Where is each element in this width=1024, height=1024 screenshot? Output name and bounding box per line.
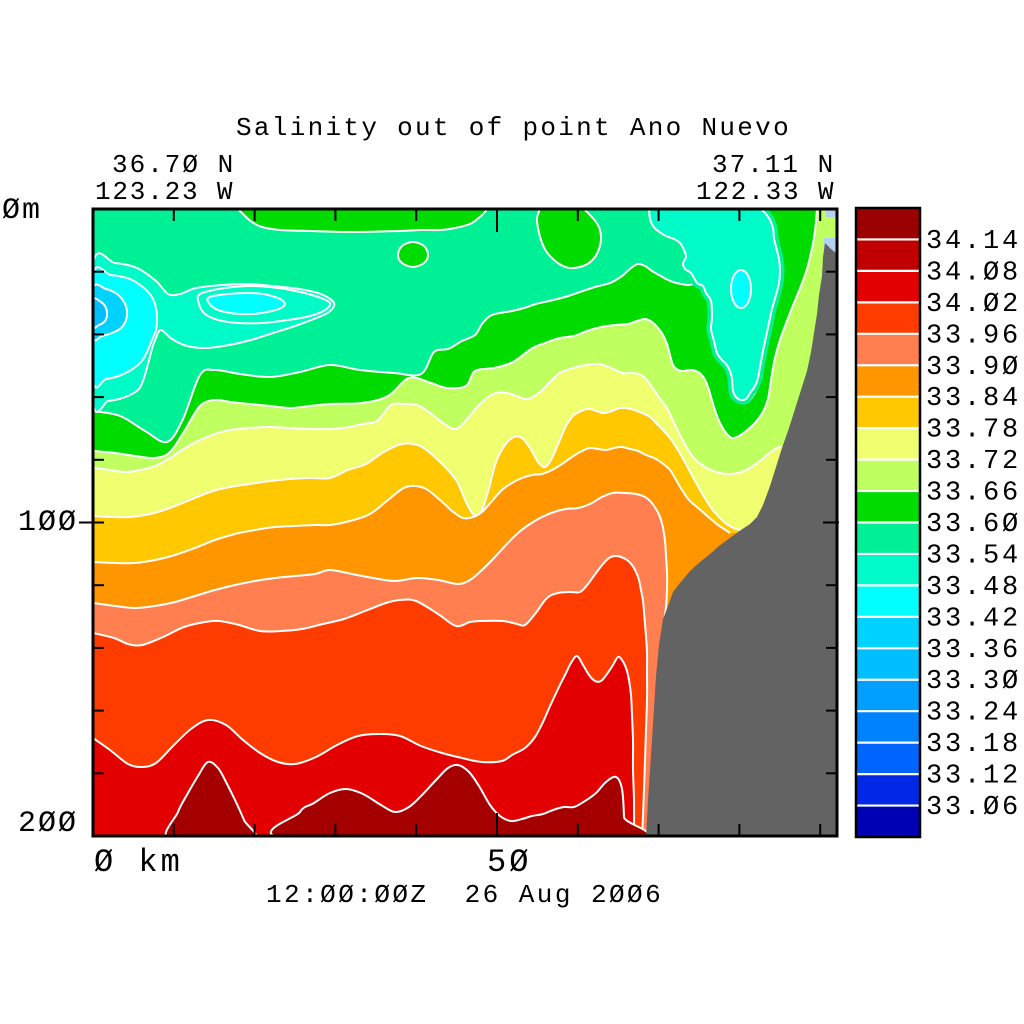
svg-text:1ØØ: 1ØØ [18,506,78,540]
svg-text:Ø km: Ø km [94,844,183,881]
svg-text:36.7Ø N: 36.7Ø N [112,150,235,180]
svg-text:37.11 N: 37.11 N [712,150,835,180]
svg-text:2ØØ: 2ØØ [18,807,78,841]
svg-text:33.96: 33.96 [926,321,1021,351]
svg-text:Salinity out of point Ano Nuev: Salinity out of point Ano Nuevo [236,113,791,143]
svg-text:5Ø: 5Ø [487,844,531,881]
svg-text:33.24: 33.24 [926,699,1021,729]
svg-text:34.Ø2: 34.Ø2 [926,290,1021,320]
svg-text:12:ØØ:ØØZ 26 Aug 2ØØ6: 12:ØØ:ØØZ 26 Aug 2ØØ6 [266,880,663,910]
svg-text:33.42: 33.42 [926,604,1021,634]
svg-text:33.9Ø: 33.9Ø [926,353,1021,383]
svg-text:33.Ø6: 33.Ø6 [926,793,1021,823]
svg-text:33.48: 33.48 [926,573,1021,603]
svg-text:33.12: 33.12 [926,762,1021,792]
svg-text:34.14: 34.14 [926,227,1021,257]
svg-text:33.78: 33.78 [926,416,1021,446]
svg-text:33.72: 33.72 [926,447,1021,477]
svg-text:122.33 W: 122.33 W [696,177,835,207]
svg-text:33.66: 33.66 [926,479,1021,509]
svg-text:33.36: 33.36 [926,636,1021,666]
svg-text:34.Ø8: 34.Ø8 [926,258,1021,288]
svg-text:Øm: Øm [2,194,42,228]
svg-text:123.23 W: 123.23 W [95,177,234,207]
svg-text:33.54: 33.54 [926,542,1021,572]
svg-text:33.3Ø: 33.3Ø [926,667,1021,697]
svg-text:33.6Ø: 33.6Ø [926,510,1021,540]
svg-text:33.84: 33.84 [926,384,1021,414]
svg-text:33.18: 33.18 [926,730,1021,760]
